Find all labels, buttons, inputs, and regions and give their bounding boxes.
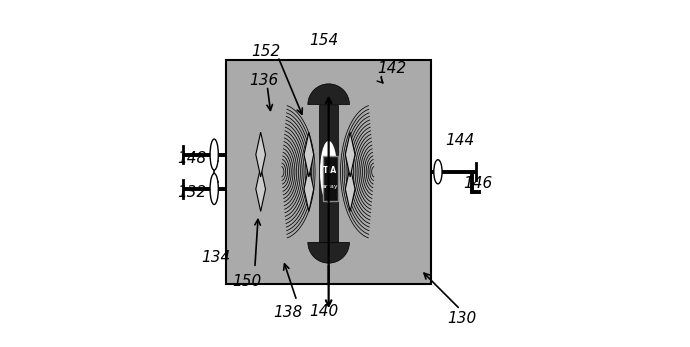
- Text: 138: 138: [273, 305, 303, 320]
- Text: 132: 132: [177, 185, 206, 200]
- Polygon shape: [256, 167, 266, 211]
- Text: 136: 136: [250, 73, 279, 88]
- Text: 140: 140: [310, 304, 339, 319]
- Text: 146: 146: [463, 176, 492, 191]
- Text: 144: 144: [446, 133, 475, 148]
- Polygon shape: [304, 167, 314, 211]
- Bar: [319, 105, 338, 242]
- Text: 148: 148: [177, 151, 206, 166]
- Text: 130: 130: [447, 311, 477, 325]
- Polygon shape: [345, 132, 355, 177]
- Polygon shape: [256, 132, 266, 177]
- Bar: [323, 156, 338, 201]
- Ellipse shape: [320, 141, 337, 203]
- Text: 150: 150: [233, 274, 262, 289]
- Text: 154: 154: [310, 33, 339, 49]
- Text: 152: 152: [251, 44, 280, 59]
- Wedge shape: [308, 242, 349, 263]
- Polygon shape: [304, 132, 314, 177]
- Wedge shape: [308, 84, 349, 105]
- Ellipse shape: [210, 139, 218, 170]
- Polygon shape: [345, 167, 355, 211]
- Text: 134: 134: [201, 250, 230, 265]
- Bar: [226, 60, 431, 283]
- Text: array: array: [322, 184, 339, 189]
- Text: TIA: TIA: [324, 166, 337, 175]
- Text: 142: 142: [377, 61, 406, 76]
- Ellipse shape: [434, 160, 442, 184]
- Ellipse shape: [210, 174, 218, 204]
